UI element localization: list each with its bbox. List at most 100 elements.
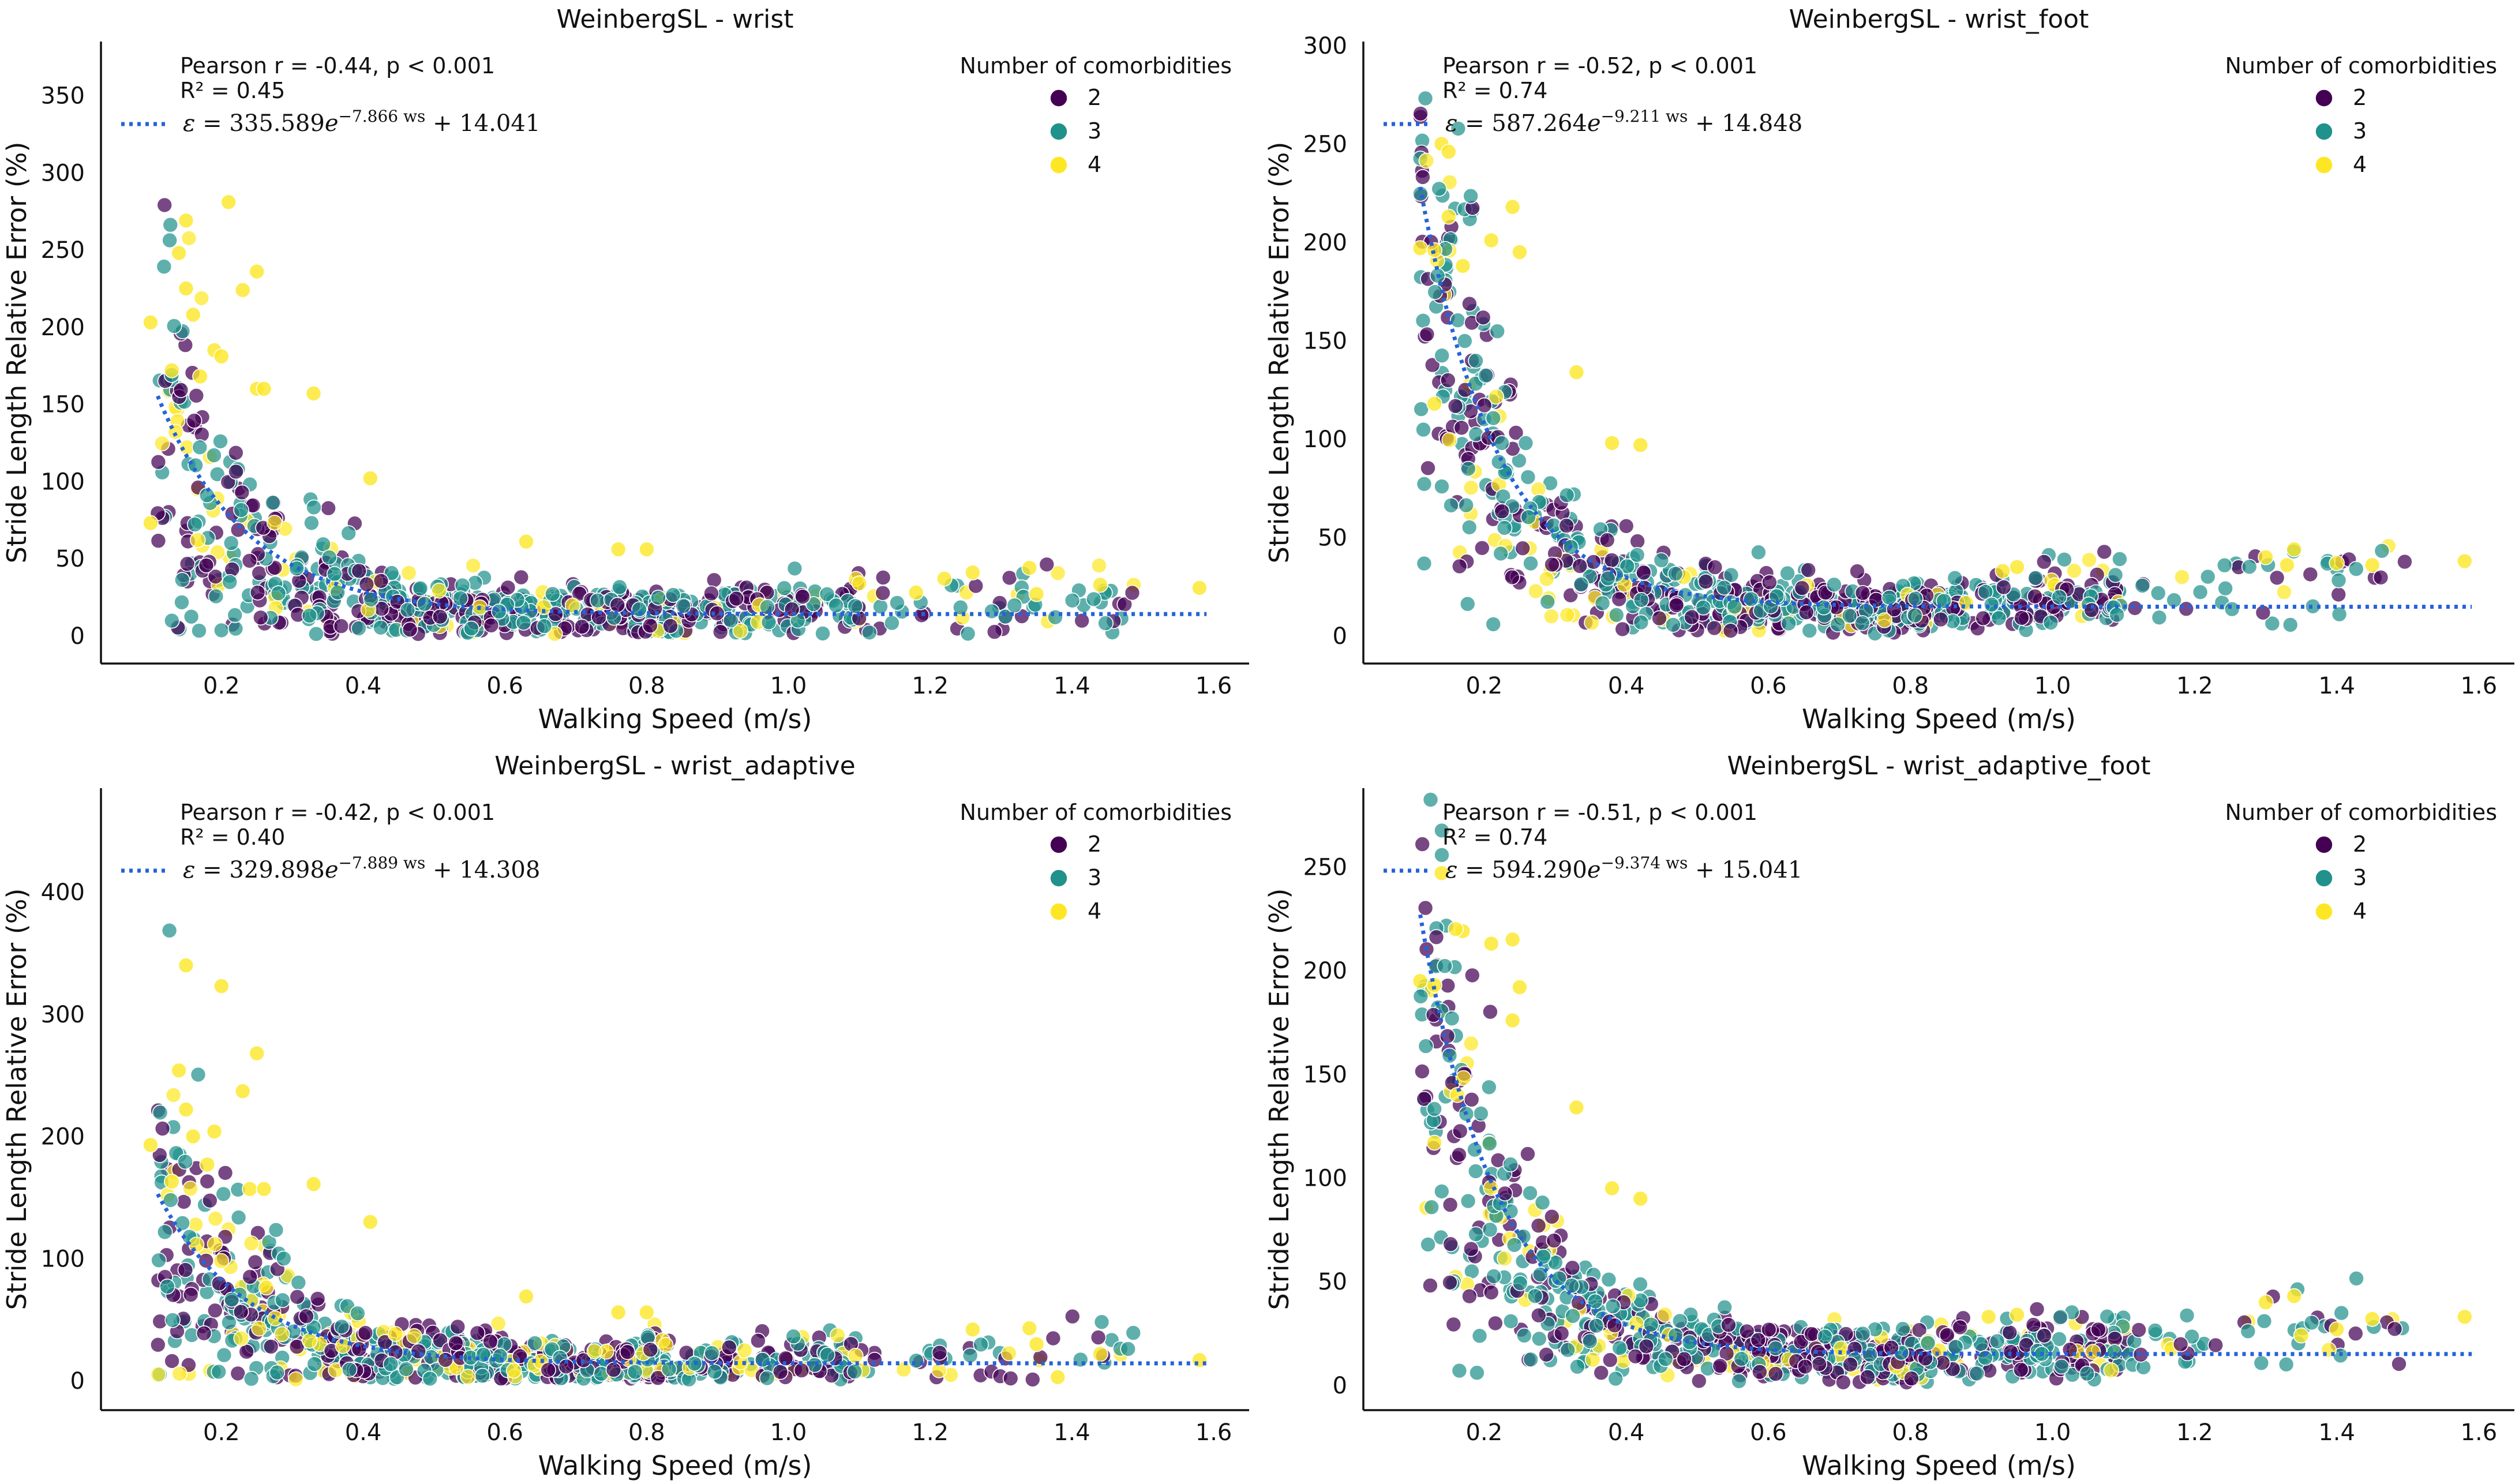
fit-equation: ε = 594.290e−9.374 ws + 15.041 <box>1445 853 1802 883</box>
data-point <box>213 348 230 365</box>
data-point <box>1449 312 1466 328</box>
data-point <box>373 619 389 636</box>
data-point <box>156 258 173 275</box>
data-point <box>1049 1369 1066 1385</box>
data-point <box>657 1337 674 1353</box>
x-tick-label: 0.8 <box>1892 673 1929 699</box>
data-point <box>1726 598 1743 615</box>
data-point <box>642 617 658 634</box>
data-point <box>1516 1327 1532 1344</box>
data-point <box>241 553 258 569</box>
data-point <box>341 1362 358 1378</box>
y-tick-label: 200 <box>41 1124 85 1151</box>
data-point <box>1619 558 1636 575</box>
data-point <box>2053 1358 2070 1375</box>
data-point <box>185 306 201 323</box>
data-point <box>431 582 447 599</box>
legend-title: Number of comorbidities <box>960 53 1232 78</box>
x-tick-label: 1.0 <box>2034 673 2071 699</box>
data-point <box>2286 541 2302 557</box>
data-point <box>805 596 822 612</box>
data-point <box>1716 579 1733 596</box>
data-point <box>196 1325 212 1341</box>
data-point <box>1716 1299 1733 1316</box>
data-point <box>208 588 224 605</box>
data-point <box>164 1312 181 1328</box>
data-point <box>150 454 167 470</box>
legend-label-4: 4 <box>2353 152 2367 177</box>
data-point <box>258 1279 275 1296</box>
y-tick-label: 100 <box>41 1246 85 1272</box>
data-point <box>1481 1136 1498 1152</box>
data-point <box>2174 569 2190 585</box>
data-point <box>1463 479 1479 496</box>
data-point <box>1001 569 1018 586</box>
data-point <box>2348 1325 2364 1341</box>
data-point <box>213 1253 230 1269</box>
data-point <box>163 612 180 629</box>
chart-svg: WeinbergSL - wrist 0.2 0.4 0.6 0.8 1.0 1.2 1.4 1… <box>1 5 1249 734</box>
data-point <box>704 1345 720 1361</box>
data-point <box>1534 1194 1551 1211</box>
y-tick-label: 150 <box>1303 328 1347 355</box>
data-point <box>2056 551 2072 568</box>
data-point <box>227 620 244 637</box>
data-point <box>2457 553 2473 569</box>
fit-equation: ε = 335.589e−7.866 ws + 14.041 <box>183 107 540 137</box>
data-point <box>536 618 553 634</box>
y-tick-label: 200 <box>41 314 85 341</box>
y-tick-label: 0 <box>1333 623 1347 650</box>
y-axis-label: Stride Length Relative Error (%) <box>1264 142 1295 564</box>
y-tick-label: 350 <box>41 83 85 110</box>
y-tick-label: 250 <box>1303 131 1347 158</box>
data-point <box>1413 401 1430 417</box>
data-point <box>1605 1298 1621 1314</box>
data-point <box>1546 1232 1562 1249</box>
data-point <box>1797 1358 1813 1375</box>
legend-marker-3 <box>2315 122 2333 141</box>
data-point <box>174 572 190 588</box>
data-point <box>2258 549 2274 565</box>
eq-exp-base: e <box>1587 110 1601 137</box>
data-point <box>1092 1346 1108 1362</box>
data-point <box>1695 599 1712 616</box>
data-point <box>174 594 190 610</box>
x-tick-label: 0.8 <box>1892 1419 1929 1446</box>
data-point <box>1419 326 1435 343</box>
data-point <box>400 565 417 581</box>
data-point <box>387 1326 404 1342</box>
data-point <box>2051 589 2067 605</box>
data-point <box>1412 240 1429 257</box>
x-tick-label: 1.4 <box>1054 673 1090 699</box>
y-tick-label: 0 <box>70 1368 85 1395</box>
data-point <box>1424 357 1441 373</box>
data-point <box>750 1332 766 1349</box>
data-point <box>819 1347 835 1363</box>
legend-title: Number of comorbidities <box>2225 800 2497 825</box>
data-point <box>178 1101 194 1118</box>
data-point <box>351 620 367 636</box>
data-point <box>1706 620 1723 636</box>
data-point <box>159 1278 175 1295</box>
data-point <box>1124 584 1141 601</box>
data-point <box>1651 610 1667 627</box>
legend-marker-2 <box>2315 835 2333 854</box>
data-point <box>2112 551 2128 567</box>
data-point <box>1427 284 1444 300</box>
data-point <box>1618 518 1635 534</box>
data-point <box>785 1328 801 1344</box>
data-point <box>2012 1362 2029 1378</box>
data-point <box>1643 1316 1659 1333</box>
data-point <box>1450 121 1467 137</box>
data-point <box>305 1176 322 1193</box>
data-point <box>875 585 891 601</box>
data-point <box>867 1351 883 1368</box>
data-point <box>256 381 272 397</box>
data-point <box>198 1253 215 1269</box>
legend-marker-2 <box>2315 89 2333 107</box>
y-tick-label: 100 <box>1303 426 1347 453</box>
data-point <box>1712 1358 1729 1374</box>
data-point <box>150 533 167 549</box>
data-point <box>275 1250 292 1267</box>
data-point <box>1445 1316 1462 1333</box>
